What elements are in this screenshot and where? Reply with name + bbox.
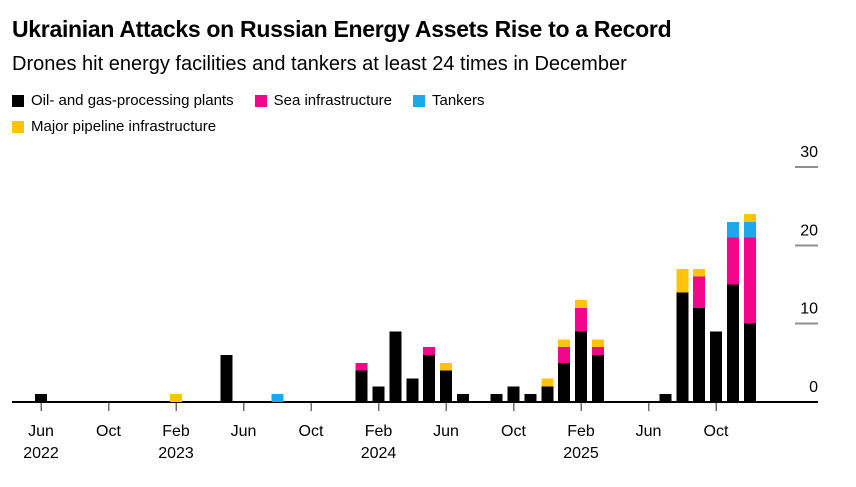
x-axis-year-label: 2023 [158,445,194,462]
chart-subtitle: Drones hit energy facilities and tankers… [12,53,627,75]
bar-segment [372,386,385,402]
bars-group [35,214,756,403]
bar-segment [693,268,706,277]
bar-segment [575,331,587,402]
bar-segment [456,394,469,402]
legend-item-tankers: Tankers [413,92,485,109]
chart-title: Ukrainian Attacks on Russian Energy Asse… [12,16,672,42]
x-axis-label: Feb [365,423,393,440]
x-axis-label: Oct [501,423,526,440]
y-axis-label: 0 [809,379,818,396]
oil-gas-plants-swatch-icon [12,94,24,107]
legend-item-pipeline-infrastructure: Major pipeline infrastructure [12,118,216,135]
x-axis-label: Oct [299,423,324,440]
x-axis-label: Feb [162,423,190,440]
bar-segment [710,331,722,402]
y-axis-label: 30 [800,144,818,161]
bar-segment [406,378,419,402]
bar-segment [591,339,604,348]
x-axis-label: Jun [636,423,662,440]
legend: Oil- and gas-processing plants Sea infra… [12,92,672,135]
x-axis-label: Jun [28,423,54,440]
legend-label: Sea infrastructure [273,92,392,109]
legend-item-oil-gas-plants: Oil- and gas-processing plants [12,92,234,109]
x-axis-year-label: 2024 [361,445,397,462]
x-axis-label: Feb [567,423,595,440]
bar-segment [676,268,689,293]
bar-segment [507,386,520,402]
legend-item-sea-infrastructure: Sea infrastructure [254,92,392,109]
bar-segment [558,339,571,348]
tankers-swatch-icon [413,94,425,107]
bar-segment [490,394,503,402]
bar-segment [693,308,706,402]
bar-segment [440,362,452,371]
bar-segment [743,214,756,222]
bar-segment [743,221,756,238]
bar-segment [558,362,571,402]
bar-segment [524,394,537,402]
bar-segment [355,370,368,402]
y-axis-label: 10 [800,301,818,318]
bar-segment [726,221,739,238]
bar-segment [271,394,284,402]
bar-segment [726,237,739,285]
legend-label: Major pipeline infrastructure [31,118,217,135]
x-axis-label: Oct [704,423,729,440]
bar-segment [575,300,587,308]
bar-segment [423,347,436,355]
x-axis-year-label: 2025 [563,445,599,462]
bar-segment [389,331,402,402]
bar-segment [676,292,689,402]
bar-segment [693,276,706,308]
bar-segment [35,394,47,402]
bar-segment [440,370,452,402]
pipeline-infrastructure-swatch-icon [12,120,24,133]
bar-segment [423,355,436,402]
bar-segment [220,355,233,402]
bar-segment [591,355,604,402]
x-axis-year-label: 2022 [23,445,59,462]
y-axis-label: 20 [800,222,818,239]
bar-segment [743,237,756,324]
bar-segment [541,378,554,387]
legend-label: Oil- and gas-processing plants [31,92,234,109]
bar-segment [743,323,756,402]
bar-segment [541,386,554,402]
x-axis-label: Jun [231,423,257,440]
bar-segment [575,308,587,332]
bar-segment [659,394,672,402]
bar-segment [558,347,571,363]
bar-segment [591,347,604,355]
bar-segment [170,394,182,402]
x-axis-label: Oct [96,423,121,440]
bar-segment [726,284,739,403]
x-axis-label: Jun [433,423,459,440]
bar-segment [355,362,368,371]
sea-infrastructure-swatch-icon [254,94,267,107]
legend-label: Tankers [432,92,485,109]
